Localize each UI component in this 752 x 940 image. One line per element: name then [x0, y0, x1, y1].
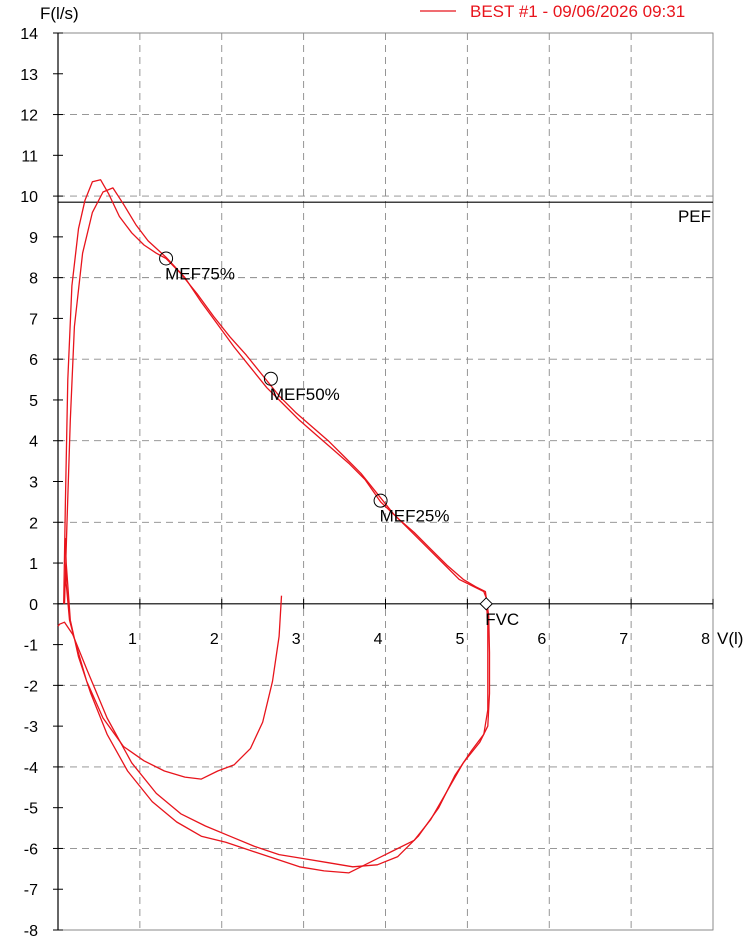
y-tick-label: -2 — [24, 678, 38, 695]
y-tick-label: 6 — [29, 352, 38, 369]
x-tick-label: 3 — [292, 631, 301, 648]
y-tick-label: 10 — [20, 189, 38, 206]
flow-volume-curve-1 — [57, 179, 489, 868]
y-tick-label: 5 — [29, 393, 38, 410]
marker-label: MEF50% — [270, 385, 340, 404]
y-axis-label: F(l/s) — [40, 4, 79, 23]
x-tick-label: 6 — [537, 631, 546, 648]
y-tick-label: 9 — [29, 230, 38, 247]
x-tick-label: 4 — [374, 631, 383, 648]
marker-label: MEF75% — [165, 264, 235, 283]
x-tick-label: 8 — [701, 631, 710, 648]
y-tick-label: -1 — [24, 638, 38, 655]
marker-diamond — [479, 597, 493, 611]
x-tick-label: 5 — [455, 631, 464, 648]
y-tick-label: -5 — [24, 801, 38, 818]
pef-label: PEF — [678, 207, 711, 226]
y-tick-label: -8 — [24, 923, 38, 940]
flow-volume-curves — [57, 179, 491, 874]
marker-label: FVC — [485, 610, 519, 629]
flow-volume-curve-2 — [63, 187, 491, 874]
y-tick-label: 4 — [29, 434, 38, 451]
legend-label: BEST #1 - 09/06/2026 09:31 — [470, 2, 685, 21]
marker-label: MEF25% — [380, 507, 450, 526]
axes — [53, 32, 714, 931]
marker-circle — [373, 493, 388, 508]
y-tick-label: 11 — [21, 148, 38, 165]
x-tick-label: 2 — [210, 631, 219, 648]
y-tick-label: 12 — [20, 108, 38, 125]
markers: MEF75% MEF50% MEF25% FVC — [159, 251, 519, 629]
x-tick-label: 1 — [128, 631, 137, 648]
y-tick-label: -6 — [24, 841, 38, 858]
y-tick-label: 13 — [20, 67, 38, 84]
y-tick-label: -4 — [24, 760, 38, 777]
marker-circle — [159, 251, 174, 266]
y-tick-label: -3 — [24, 719, 38, 736]
y-tick-label: 7 — [29, 311, 38, 328]
y-tick-label: 2 — [29, 515, 38, 532]
marker-circle — [263, 371, 278, 386]
legend: BEST #1 - 09/06/2026 09:31 — [420, 2, 685, 21]
y-tick-label: 8 — [29, 271, 38, 288]
pef-line-group: PEF — [58, 201, 713, 226]
y-tick-label: 1 — [29, 556, 38, 573]
x-tick-label: 7 — [619, 631, 628, 648]
x-axis-label: V(l) — [717, 629, 743, 648]
y-tick-label: 0 — [29, 597, 38, 614]
x-tick-labels: 1 2 3 4 5 6 7 8 — [128, 631, 710, 648]
y-tick-label: -7 — [24, 882, 38, 899]
y-tick-label: 14 — [20, 26, 38, 43]
y-tick-label: 3 — [29, 475, 38, 492]
grid — [57, 32, 714, 931]
